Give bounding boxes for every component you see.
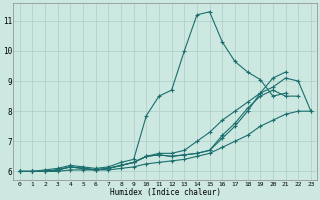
X-axis label: Humidex (Indice chaleur): Humidex (Indice chaleur) [110,188,221,197]
